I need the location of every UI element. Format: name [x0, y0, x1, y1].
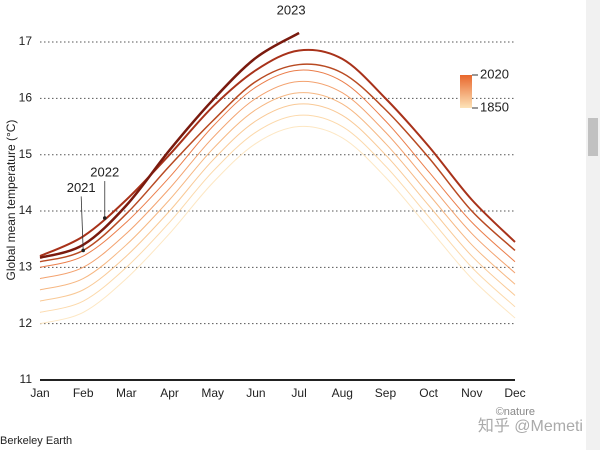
x-tick-label: Oct: [419, 386, 438, 400]
series-line: [39, 80, 516, 280]
x-tick-label: Nov: [461, 386, 482, 400]
annotation: 2021: [67, 180, 96, 195]
series-line: [39, 125, 516, 325]
x-tick-label: Apr: [160, 386, 179, 400]
annotation-leader: [80, 196, 84, 251]
y-tick-label: 11: [20, 372, 33, 386]
credit: ©nature: [496, 406, 535, 418]
y-tick-label: 17: [19, 34, 33, 48]
x-tick-label: Dec: [504, 386, 525, 400]
y-tick-label: 15: [19, 147, 33, 161]
x-tick-label: Feb: [73, 386, 94, 400]
x-tick-label: Jul: [291, 386, 306, 400]
annotation: 2023: [277, 2, 306, 17]
series-line: [39, 114, 516, 313]
legend-label: 1850: [480, 99, 509, 114]
x-tick-label: Sep: [375, 386, 397, 400]
x-tick-label: May: [201, 386, 224, 400]
x-tick-label: Jun: [246, 386, 265, 400]
x-tick-label: Aug: [332, 386, 353, 400]
scrollbar-thumb[interactable]: [588, 118, 598, 156]
series-line: [39, 92, 516, 291]
y-tick-label: 14: [19, 203, 33, 217]
x-tick-label: Mar: [116, 386, 137, 400]
series-line: [39, 48, 516, 257]
legend-colorbar: [460, 75, 472, 108]
source: Berkeley Earth: [0, 435, 72, 447]
legend-label: 2020: [480, 66, 509, 81]
series-line: [39, 63, 516, 263]
y-tick-label: 16: [19, 91, 33, 105]
x-tick-label: Jan: [30, 386, 49, 400]
series-line: [39, 103, 516, 302]
watermark: 知乎 @Memeti: [478, 417, 583, 435]
annotation-dot: [102, 216, 107, 220]
scrollbar[interactable]: [586, 0, 600, 450]
annotation: 2022: [90, 164, 119, 179]
y-tick-label: 12: [19, 316, 33, 330]
series-line: [39, 69, 516, 268]
y-tick-label: 13: [19, 260, 33, 274]
y-axis-label: Global mean temperature (°C): [4, 120, 18, 281]
annotation-dot: [81, 248, 85, 253]
